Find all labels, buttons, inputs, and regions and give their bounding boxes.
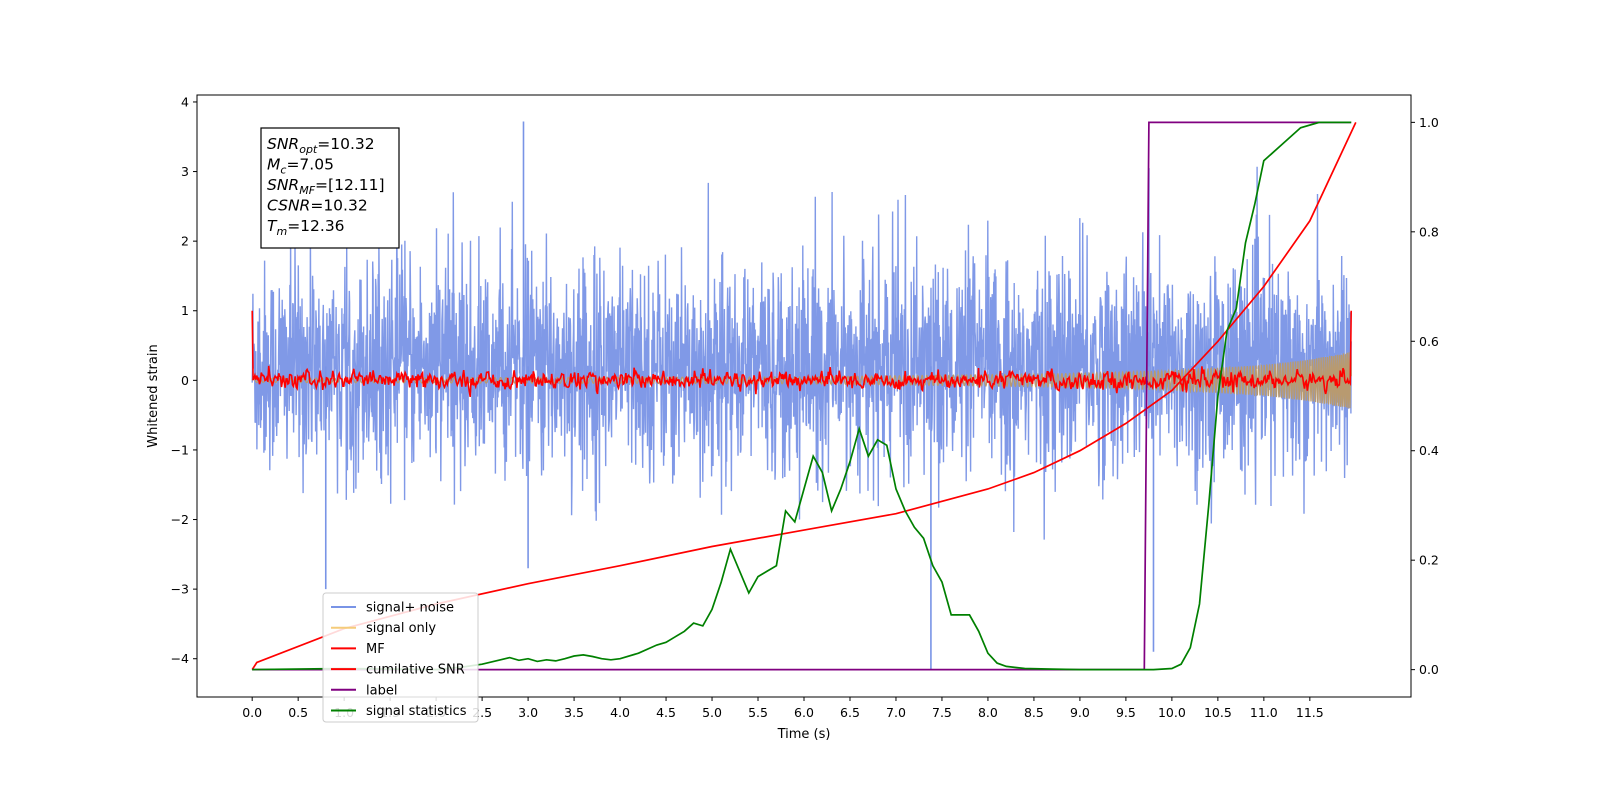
y-tick-label: −2 bbox=[171, 512, 189, 527]
y-tick-label: −4 bbox=[171, 651, 189, 666]
x-tick-label: 7.5 bbox=[932, 705, 952, 720]
y-tick-label: −3 bbox=[171, 582, 189, 597]
x-tick-label: 6.5 bbox=[840, 705, 860, 720]
series-signal-noise bbox=[251, 166, 1352, 540]
series-mf bbox=[251, 310, 1352, 398]
x-tick-label: 0.5 bbox=[288, 705, 308, 720]
info-line: SNRopt=10.32 bbox=[267, 135, 375, 156]
x-tick-label: 11.0 bbox=[1250, 705, 1278, 720]
x-tick-label: 3.0 bbox=[518, 705, 538, 720]
y2-tick-label: 0.8 bbox=[1419, 224, 1439, 239]
y2-tick-label: 1.0 bbox=[1419, 115, 1439, 130]
legend: signal+ noise signal only MF cumilative SNR… bbox=[322, 592, 479, 723]
y-tick-label: 1 bbox=[181, 303, 189, 318]
y-tick-label: 2 bbox=[181, 234, 189, 249]
info-line: SNRMF=[12.11] bbox=[267, 176, 385, 197]
legend-frame bbox=[322, 592, 479, 723]
y-tick-label: 4 bbox=[181, 94, 189, 109]
legend-label: signal+ noise bbox=[366, 601, 454, 616]
x-tick-label: 9.0 bbox=[1070, 705, 1090, 720]
x-axis-label: Time (s) bbox=[777, 727, 831, 742]
info-line: Mc=7.05 bbox=[267, 156, 334, 177]
info-box-frame bbox=[260, 127, 400, 249]
series-label bbox=[252, 121, 1352, 671]
x-tick-label: 7.0 bbox=[886, 705, 906, 720]
y-axis-left: 4 3 2 1 0 −1 −2 −3 −4 bbox=[171, 94, 197, 666]
y-tick-label: 3 bbox=[181, 164, 189, 179]
info-box: SNRopt=10.32Mc=7.05SNRMF=[12.11]CSNR=10.… bbox=[260, 127, 400, 249]
info-line: CSNR=10.32 bbox=[267, 197, 368, 215]
y2-tick-label: 0.0 bbox=[1419, 662, 1439, 677]
y-axis-label: Whitened strain bbox=[146, 344, 161, 447]
y-axis-right: 1.0 0.8 0.6 0.4 0.2 0.0 bbox=[1411, 115, 1439, 677]
x-tick-label: 9.5 bbox=[1116, 705, 1136, 720]
info-line: Tm=12.36 bbox=[267, 217, 345, 238]
x-tick-label: 8.0 bbox=[978, 705, 998, 720]
series-signal-statistics bbox=[252, 121, 1352, 671]
x-tick-label: 3.5 bbox=[564, 705, 584, 720]
y2-tick-label: 0.2 bbox=[1419, 553, 1439, 568]
x-tick-label: 5.5 bbox=[748, 705, 768, 720]
x-tick-label: 5.0 bbox=[702, 705, 722, 720]
x-tick-label: 0.0 bbox=[242, 705, 262, 720]
x-tick-label: 11.5 bbox=[1296, 705, 1324, 720]
legend-label: label bbox=[366, 683, 397, 698]
y-tick-label: −1 bbox=[171, 442, 189, 457]
x-tick-label: 4.5 bbox=[656, 705, 676, 720]
x-tick-label: 8.5 bbox=[1024, 705, 1044, 720]
y2-tick-label: 0.4 bbox=[1419, 443, 1439, 458]
y-tick-label: 0 bbox=[181, 373, 189, 388]
plot-area bbox=[251, 121, 1357, 671]
y2-tick-label: 0.6 bbox=[1419, 334, 1439, 349]
x-tick-label: 10.5 bbox=[1204, 705, 1232, 720]
x-tick-label: 6.0 bbox=[794, 705, 814, 720]
legend-label: cumilative SNR bbox=[366, 663, 465, 678]
legend-label: signal only bbox=[366, 621, 436, 636]
x-tick-label: 10.0 bbox=[1158, 705, 1186, 720]
x-tick-label: 4.0 bbox=[610, 705, 630, 720]
legend-label: signal statistics bbox=[366, 704, 467, 719]
legend-label: MF bbox=[366, 642, 385, 657]
